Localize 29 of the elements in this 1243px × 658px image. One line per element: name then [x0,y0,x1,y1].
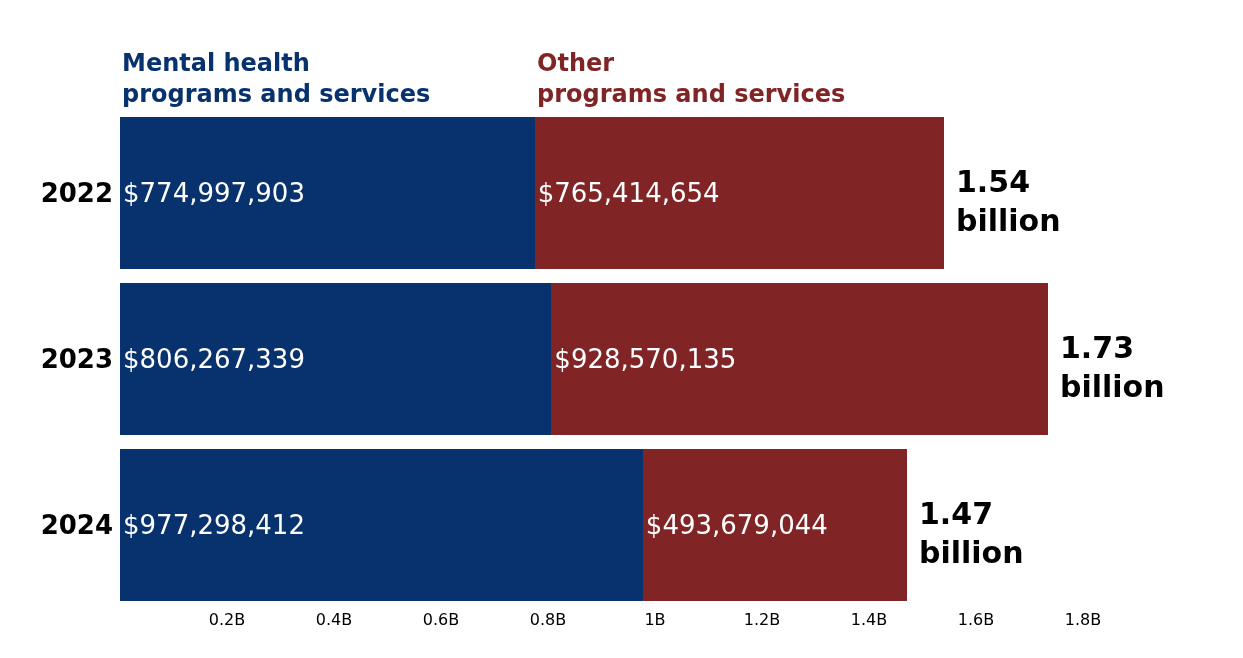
y-tick-label: 2022 [40,178,113,209]
data-label: $806,267,339 [123,344,305,374]
x-tick-label: 0.8B [529,610,567,629]
x-tick-label: 0.4B [315,610,353,629]
x-tick-label: 1.2B [743,610,781,629]
data-label: $774,997,903 [123,178,305,208]
bar [120,116,535,270]
total-label: 1.54 billion [956,164,1061,238]
data-label: $928,570,135 [554,344,737,374]
x-tick-label: 1.6B [957,610,995,629]
series-label: Mental health programs and services [122,49,431,109]
x-tick-label: 1.4B [850,610,888,629]
data-label: $765,414,654 [537,178,720,208]
bar [551,282,1049,436]
y-tick-label: 2024 [40,510,113,541]
x-tick-label: 0.2B [208,610,246,629]
bar [534,116,945,270]
x-tick-label: 1.8B [1064,610,1102,629]
x-tick-label: 0.6B [422,610,460,629]
bar [120,282,552,436]
data-label: $493,679,044 [645,510,828,540]
series-label: Other programs and services [537,49,846,109]
y-tick-label: 2023 [40,344,113,375]
total-label: 1.73 billion [1060,330,1165,404]
data-label: $977,298,412 [123,510,305,540]
bar [642,448,907,602]
bar [120,448,643,602]
x-tick-label: 1B [644,610,666,629]
total-label: 1.47 billion [919,496,1024,570]
